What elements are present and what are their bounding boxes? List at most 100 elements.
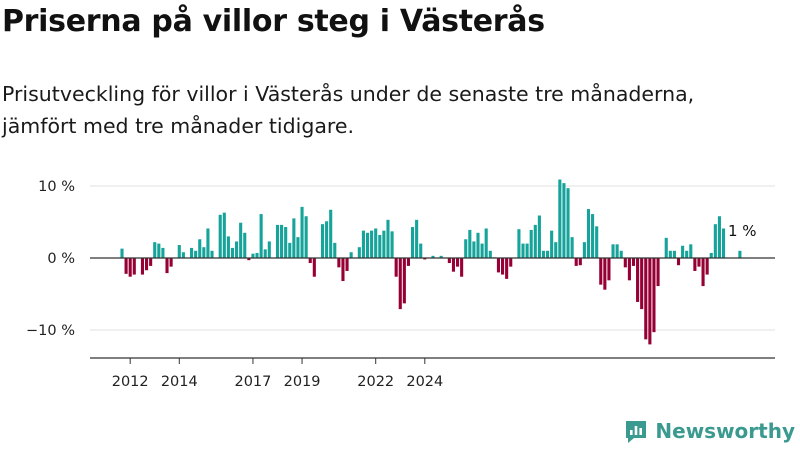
bar bbox=[721, 228, 726, 258]
bar bbox=[357, 247, 361, 258]
bar bbox=[701, 258, 705, 287]
y-axis-labels: 10 % 0 % −10 % bbox=[26, 179, 75, 339]
bar bbox=[496, 258, 501, 273]
bar bbox=[619, 250, 623, 258]
bar bbox=[284, 227, 288, 258]
bar bbox=[525, 243, 529, 258]
bar bbox=[329, 209, 333, 258]
bar bbox=[529, 229, 533, 258]
bar bbox=[476, 232, 480, 258]
bar bbox=[161, 247, 165, 258]
bar bbox=[640, 258, 644, 310]
bar bbox=[550, 230, 554, 258]
bar bbox=[578, 258, 582, 266]
bar bbox=[480, 243, 484, 258]
bar bbox=[472, 241, 476, 258]
bar bbox=[120, 248, 124, 258]
bar bbox=[140, 258, 145, 275]
bar bbox=[517, 229, 521, 258]
bar bbox=[546, 250, 550, 258]
bar bbox=[145, 258, 149, 271]
bar bbox=[361, 230, 365, 258]
bar bbox=[132, 258, 136, 275]
bar bbox=[177, 245, 181, 258]
bar bbox=[541, 250, 546, 258]
bar bbox=[349, 252, 353, 258]
bar bbox=[460, 258, 464, 277]
bar bbox=[300, 206, 304, 258]
bar bbox=[717, 216, 721, 258]
bar bbox=[341, 258, 345, 282]
bar bbox=[128, 258, 132, 277]
bar bbox=[582, 242, 586, 258]
bar bbox=[325, 221, 329, 258]
bar bbox=[406, 258, 410, 266]
bar bbox=[370, 230, 374, 258]
bar bbox=[394, 258, 398, 277]
bar bbox=[501, 258, 505, 275]
bar bbox=[251, 253, 255, 258]
y-tick-label: −10 % bbox=[26, 323, 75, 339]
bar bbox=[345, 258, 349, 271]
bar bbox=[169, 258, 173, 267]
bar bbox=[333, 242, 337, 258]
x-tick-label: 2019 bbox=[284, 374, 321, 390]
bar bbox=[431, 255, 435, 258]
bar bbox=[468, 229, 472, 258]
bar bbox=[275, 224, 280, 258]
bar bbox=[239, 222, 243, 258]
bar bbox=[611, 244, 615, 258]
bar bbox=[591, 214, 595, 258]
bar bbox=[464, 239, 468, 258]
x-tick-label: 2024 bbox=[406, 374, 443, 390]
bar bbox=[230, 247, 235, 258]
bar bbox=[631, 258, 636, 266]
y-tick-label: 0 % bbox=[47, 251, 75, 267]
bar bbox=[627, 258, 631, 281]
bar bbox=[558, 179, 562, 258]
bar bbox=[738, 250, 742, 258]
bar bbox=[447, 258, 451, 264]
bar bbox=[484, 228, 488, 258]
bar bbox=[320, 224, 325, 258]
bar bbox=[181, 252, 185, 258]
bar bbox=[247, 258, 251, 261]
bar bbox=[488, 250, 492, 258]
bar bbox=[685, 250, 689, 258]
bar bbox=[390, 231, 394, 258]
chart-subtitle: Prisutveckling för villor i Västerås und… bbox=[2, 82, 695, 138]
bar bbox=[713, 224, 717, 258]
bar bbox=[259, 214, 263, 258]
bar bbox=[226, 236, 230, 258]
x-tick-label: 2017 bbox=[234, 374, 271, 390]
bar bbox=[705, 258, 709, 275]
y-tick-label: 10 % bbox=[38, 179, 75, 195]
bar bbox=[255, 252, 259, 258]
bar bbox=[280, 224, 284, 258]
bar bbox=[222, 212, 226, 258]
bar bbox=[124, 258, 128, 274]
bars bbox=[120, 179, 742, 345]
bar bbox=[439, 255, 443, 258]
bar bbox=[599, 258, 603, 285]
bar bbox=[398, 258, 402, 310]
bar bbox=[378, 234, 382, 258]
bar bbox=[190, 247, 194, 258]
bar bbox=[410, 227, 415, 258]
bar bbox=[288, 242, 292, 258]
bar bbox=[198, 239, 202, 258]
bar bbox=[296, 237, 300, 258]
bar bbox=[668, 250, 672, 258]
bar bbox=[681, 245, 685, 258]
bar bbox=[157, 243, 161, 258]
bar bbox=[648, 258, 652, 345]
bar bbox=[218, 214, 222, 258]
bar bbox=[697, 258, 701, 267]
bar bbox=[689, 244, 693, 258]
bar bbox=[533, 224, 537, 258]
bar bbox=[451, 258, 456, 272]
bar bbox=[537, 215, 541, 258]
bar bbox=[676, 258, 681, 266]
x-tick-label: 2014 bbox=[161, 374, 198, 390]
bar bbox=[566, 188, 570, 258]
